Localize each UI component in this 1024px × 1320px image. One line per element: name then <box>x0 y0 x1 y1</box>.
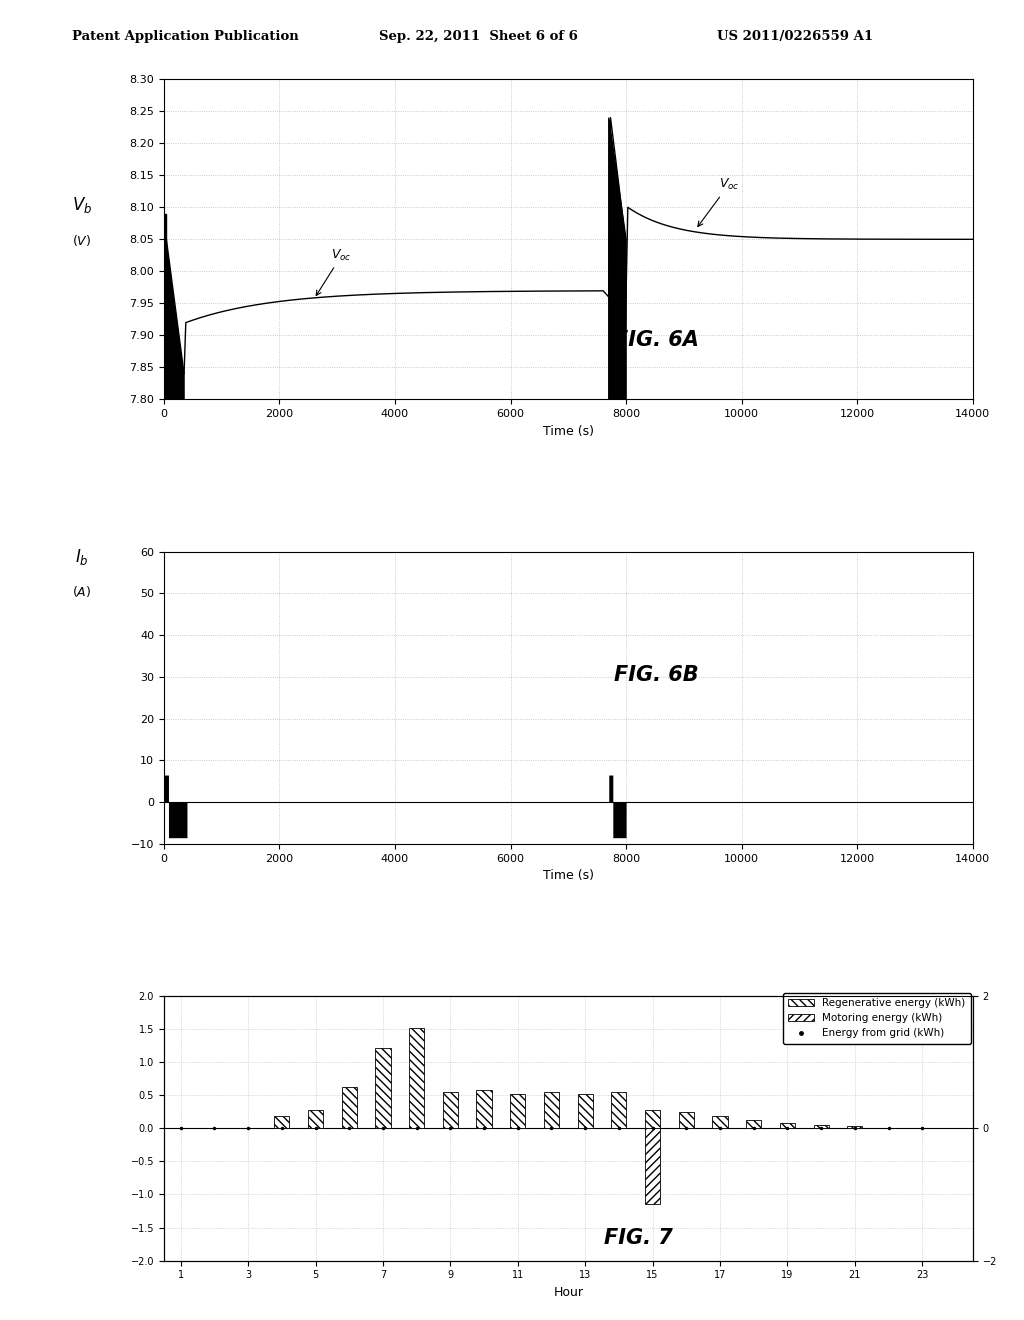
Text: $(V)$: $(V)$ <box>73 232 91 248</box>
Polygon shape <box>608 117 626 400</box>
Bar <box>645 1110 660 1129</box>
Bar <box>476 1090 492 1129</box>
X-axis label: Time (s): Time (s) <box>543 425 594 438</box>
Bar <box>578 1094 593 1129</box>
Bar <box>679 1111 694 1129</box>
X-axis label: Time (s): Time (s) <box>543 870 594 882</box>
Text: $V_{oc}$: $V_{oc}$ <box>697 177 739 227</box>
Bar <box>409 1028 424 1129</box>
Bar <box>847 1126 862 1129</box>
Bar <box>813 1125 828 1129</box>
Text: Sep. 22, 2011  Sheet 6 of 6: Sep. 22, 2011 Sheet 6 of 6 <box>379 30 578 44</box>
Text: FIG. 6B: FIG. 6B <box>614 665 699 685</box>
Bar <box>376 1048 390 1129</box>
Text: $V_{oc}$: $V_{oc}$ <box>316 248 352 296</box>
X-axis label: Hour: Hour <box>553 1286 584 1299</box>
Text: $V_b$: $V_b$ <box>72 194 92 215</box>
Legend: Regenerative energy (kWh), Motoring energy (kWh), Energy from grid (kWh): Regenerative energy (kWh), Motoring ener… <box>782 993 971 1044</box>
Bar <box>510 1094 525 1129</box>
Bar <box>780 1123 795 1129</box>
Bar <box>274 1117 290 1129</box>
Bar <box>342 1088 356 1129</box>
Text: $I_b$: $I_b$ <box>75 546 89 568</box>
Text: Patent Application Publication: Patent Application Publication <box>72 30 298 44</box>
Bar <box>544 1092 559 1129</box>
Bar <box>645 1129 660 1204</box>
Text: US 2011/0226559 A1: US 2011/0226559 A1 <box>717 30 872 44</box>
Text: $(A)$: $(A)$ <box>73 583 91 599</box>
Polygon shape <box>164 220 184 400</box>
Bar <box>713 1117 728 1129</box>
Bar <box>442 1092 458 1129</box>
Bar <box>308 1110 324 1129</box>
Text: FIG. 7: FIG. 7 <box>604 1228 673 1247</box>
Bar <box>746 1121 761 1129</box>
Text: FIG. 6A: FIG. 6A <box>614 330 699 350</box>
Bar <box>611 1092 627 1129</box>
